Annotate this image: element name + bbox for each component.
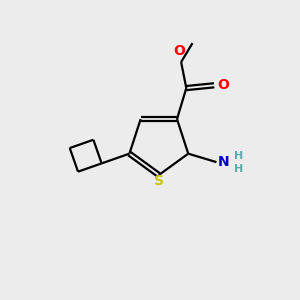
Text: S: S [154,174,164,188]
Text: N: N [218,155,230,169]
Text: O: O [174,44,186,58]
Text: O: O [218,78,230,92]
Text: H: H [233,164,243,174]
Text: H: H [233,151,243,160]
